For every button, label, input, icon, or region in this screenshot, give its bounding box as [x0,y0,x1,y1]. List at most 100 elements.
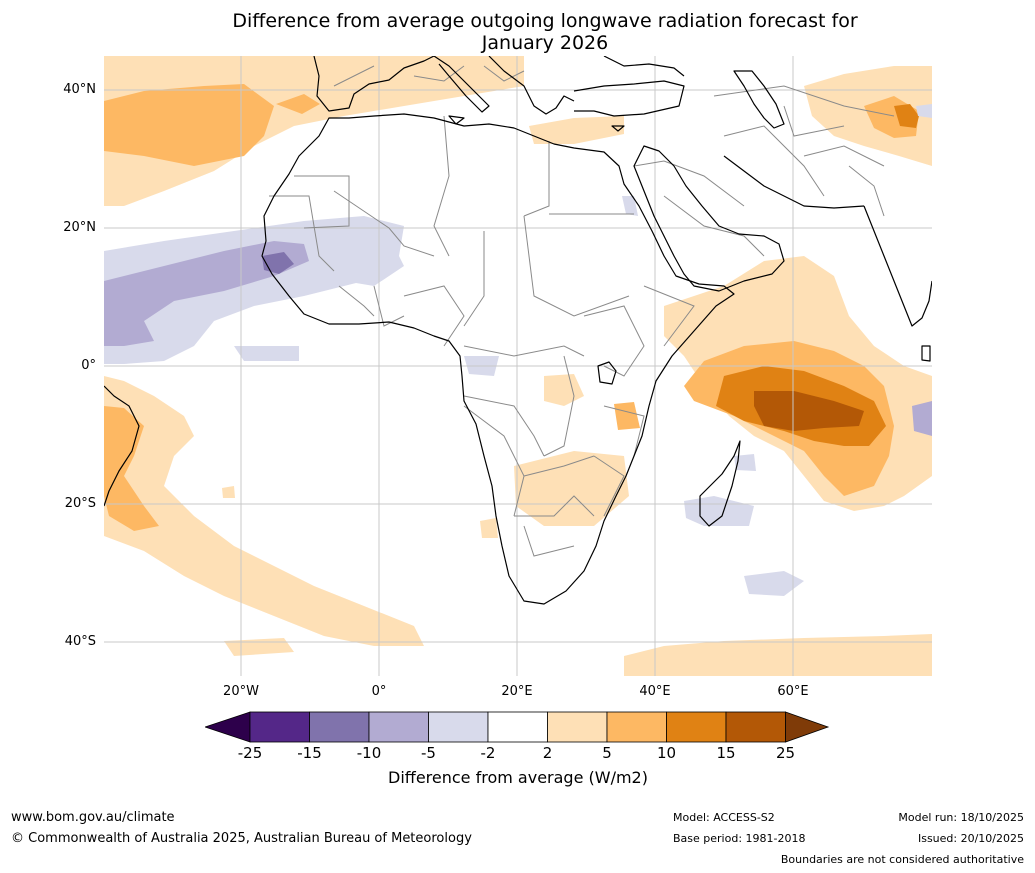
colorbar-bin-3 [368,711,429,743]
anomaly-east-africa-medium [614,402,640,430]
colorbar-bin-4 [428,711,489,743]
colorbar-bin-1 [249,711,310,743]
border-drc-south [463,395,545,457]
coast-turkey [573,80,685,117]
border-ethiopia-somalia [643,285,695,347]
coast-madagascar [699,440,741,527]
anomaly-southern-africa-small [480,518,498,538]
anomaly-azores-medium [276,94,320,114]
anomaly-central-asia-light [804,66,932,166]
anomaly-southern-ocean-light [624,634,932,676]
footer-issued: Issued: 20/10/2025 [917,832,1024,845]
anomaly-indian-ocean-negative-1 [734,454,756,471]
anomaly-central-asia-negative [916,104,932,118]
coast-lake-victoria [597,361,617,385]
lat-label-40s: 40°S [64,634,96,649]
coast-balkans-greece [488,56,575,115]
lat-label-20s: 20°S [64,496,96,511]
border-europe-3 [333,65,375,87]
border-arabia-2 [663,195,765,257]
colorbar-tick-label: 2 [542,744,553,762]
coast-iberia [313,56,435,112]
map-title-line-1: Difference from average outgoing longwav… [232,10,858,32]
coast-persian-gulf [723,155,865,209]
anomaly-indian-ocean-negative-3 [744,571,804,596]
anomaly-gulf-guinea-weak [234,346,299,361]
lat-label-equator: 0° [81,358,96,373]
colorbar-title: Difference from average (W/m2) [388,768,648,787]
border-mauritania [269,195,335,272]
border-sudan [523,215,630,317]
border-east-africa [583,305,645,377]
colorbar-tick-label: 25 [775,744,796,762]
border-angola [463,405,525,517]
colorbar-bin-5 [487,711,548,743]
map-title: Difference from average outgoing longwav… [120,10,970,54]
anomaly-sahel-weak [339,246,404,286]
footer-base-period: Base period: 1981-2018 [673,832,806,845]
anomaly-south-atlantic-small [222,486,235,498]
border-arabia-1 [633,160,745,207]
graticule [104,56,932,676]
coast-sri-lanka [921,345,931,362]
lon-label-40e: 40°E [639,684,671,699]
colorbar-bin-2 [309,711,370,743]
border-mali [333,190,435,257]
anomaly-west-africa-coast [262,252,294,274]
coastlines [104,56,932,605]
lon-label-20e: 20°E [501,684,533,699]
anomaly-south-atlantic-light [104,376,424,646]
coast-africa [261,113,735,605]
border-iran [723,125,825,197]
anomaly-indian-ocean-negative-4 [912,401,932,436]
coast-arabia [633,145,785,292]
colorbar-extend-below [203,711,251,743]
border-drc-north [463,345,585,357]
border-nigeria [403,285,465,347]
footer-model-run: Model run: 18/10/2025 [898,811,1024,824]
footer-url: www.bom.gov.au/climate [11,810,175,825]
border-pakistan [848,165,885,217]
border-chad [463,231,485,327]
colorbar-tick-label: -2 [480,744,496,762]
anomaly-southern-africa-light [514,451,629,526]
border-tanzania [603,405,645,457]
anomaly-tropical-atlantic-moderate [104,241,309,346]
border-southern-africa [514,495,595,517]
colorbar-extend-above [785,711,830,743]
lat-label-20n: 20°N [63,220,96,235]
border-west-africa-1 [338,285,375,317]
border-mozambique [593,455,625,517]
anomaly-north-atlantic-medium [104,84,274,166]
border-south-africa [523,525,575,557]
colorbar-tick-label: -15 [297,744,322,762]
colorbar-tick-label: -10 [356,744,382,762]
colorbar-tick-label: -5 [421,744,436,762]
border-west-africa-2 [373,285,405,327]
coast-black-sea [603,56,685,77]
anomaly-indian-ocean-very-strong [754,391,864,431]
anomaly-red-sea-weak [622,196,638,216]
footer-disclaimer: Boundaries are not considered authoritat… [780,853,1024,866]
olr-anomaly-map [104,56,932,676]
anomaly-south-atlantic-medium [104,406,159,531]
border-zambia [523,455,595,477]
footer-model: Model: ACCESS-S2 [673,811,775,824]
anomaly-mediterranean-east [529,116,624,144]
coast-cyprus [611,125,625,132]
border-afghanistan [803,145,885,167]
border-central-asia [713,85,895,117]
colorbar-tick-label: -25 [237,744,263,762]
border-europe-2 [483,65,525,82]
anomaly-central-asia-strong [894,104,919,128]
colorbar [203,710,830,744]
lon-label-20w: 20°W [223,684,259,699]
anomaly-tropical-atlantic-weak [104,216,404,364]
coast-south-america [104,385,140,507]
coast-india [863,205,932,327]
coast-sicily [448,115,465,125]
map-title-line-2: January 2026 [481,32,609,54]
anomaly-shading [104,56,932,676]
border-drc-east [543,355,575,457]
colorbar-bin-6 [547,711,608,743]
